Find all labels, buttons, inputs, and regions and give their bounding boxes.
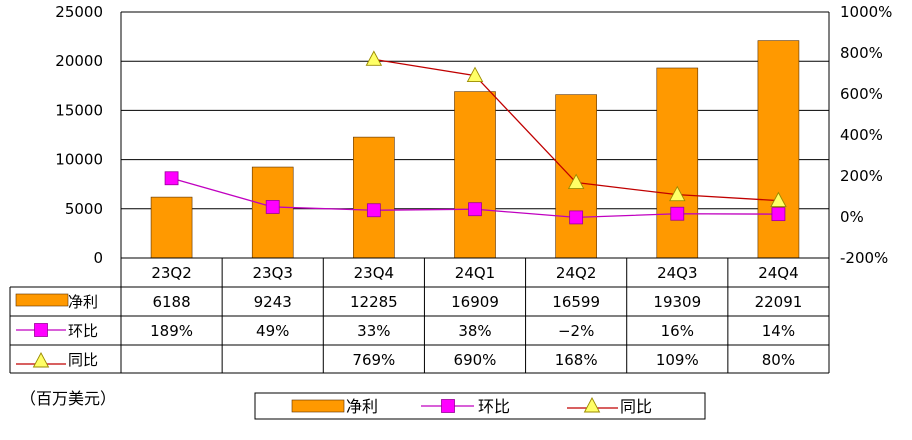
data-label: 769%	[352, 351, 395, 369]
legend-key-marker	[441, 399, 455, 413]
table-row-label: 环比	[68, 322, 98, 340]
y-left-tick-label: 10000	[55, 151, 103, 169]
data-label: 19309	[653, 293, 701, 311]
qoq-marker	[771, 207, 786, 222]
y-left-tick-label: 5000	[65, 200, 103, 218]
data-label: 14%	[762, 322, 795, 340]
x-tick-label: 24Q4	[758, 264, 798, 282]
data-label: 22091	[755, 293, 803, 311]
y-right-tick-label: 200%	[840, 167, 883, 185]
x-tick-label: 24Q3	[657, 264, 697, 282]
legend-label: 同比	[620, 397, 652, 416]
y-right-tick-label: 1000%	[840, 3, 892, 21]
legend-key-bar	[291, 399, 345, 413]
yoy-marker	[466, 66, 484, 83]
x-tick-label: 24Q1	[455, 264, 495, 282]
x-tick-label: 24Q2	[556, 264, 596, 282]
legend-key-marker	[34, 323, 48, 337]
qoq-marker	[670, 206, 685, 221]
y-left-tick-label: 15000	[55, 101, 103, 119]
legend-label: 净利	[346, 397, 378, 416]
data-label: 49%	[256, 322, 289, 340]
legend-key-marker	[32, 352, 50, 368]
table-row-label: 净利	[68, 293, 98, 311]
yoy-marker	[365, 50, 383, 66]
x-tick-label: 23Q4	[354, 264, 394, 282]
legend-key-marker	[583, 397, 601, 413]
data-label: 16599	[552, 293, 600, 311]
qoq-marker	[265, 200, 280, 214]
yoy-marker	[770, 191, 787, 208]
data-label: 80%	[762, 351, 795, 369]
data-label: 9243	[254, 293, 292, 311]
x-tick-label: 23Q3	[252, 264, 292, 282]
data-label: 38%	[458, 322, 491, 340]
yoy-marker	[669, 185, 686, 202]
table-row-label: 同比	[68, 351, 98, 369]
y-left-tick-label: 0	[93, 249, 103, 267]
bar	[454, 91, 496, 259]
y-left-tick-label: 25000	[55, 3, 103, 21]
qoq-marker	[569, 210, 584, 225]
data-label: 33%	[357, 322, 390, 340]
bar	[656, 67, 699, 259]
qoq-marker	[366, 203, 381, 218]
bar	[353, 136, 395, 259]
qoq-marker	[164, 171, 179, 186]
bar	[150, 196, 193, 259]
data-label: 189%	[150, 322, 193, 340]
yoy-marker	[567, 173, 585, 190]
x-tick-label: 23Q2	[151, 264, 191, 282]
data-label: 690%	[454, 351, 497, 369]
legend-label: 环比	[478, 397, 510, 416]
data-label: 16%	[661, 322, 694, 340]
y-right-tick-label: 800%	[840, 44, 883, 62]
data-label: −2%	[558, 322, 594, 340]
y-right-tick-label: -200%	[840, 249, 888, 267]
y-right-tick-label: 0%	[840, 208, 864, 226]
data-label: 12285	[350, 293, 398, 311]
legend-key-bar	[15, 293, 69, 307]
y-left-tick-label: 20000	[55, 52, 103, 70]
bar	[757, 40, 800, 259]
unit-label: （百万美元）	[20, 389, 116, 408]
y-right-tick-label: 400%	[840, 126, 883, 144]
data-label: 109%	[656, 351, 699, 369]
data-label: 16909	[451, 293, 499, 311]
data-label: 168%	[555, 351, 598, 369]
qoq-marker	[468, 202, 482, 217]
y-right-tick-label: 600%	[840, 85, 883, 103]
data-label: 6188	[152, 293, 190, 311]
